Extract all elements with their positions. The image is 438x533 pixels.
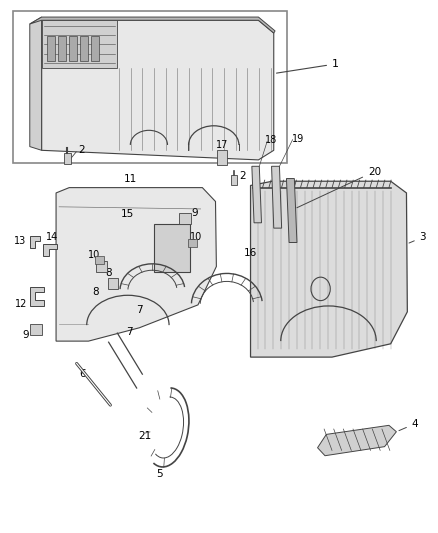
Bar xyxy=(95,256,104,264)
Bar xyxy=(64,153,71,164)
Text: 15: 15 xyxy=(121,209,134,219)
Text: 20: 20 xyxy=(297,167,381,208)
Bar xyxy=(58,36,66,61)
Text: 7: 7 xyxy=(136,305,143,315)
Bar xyxy=(13,11,287,163)
Polygon shape xyxy=(42,20,274,160)
Polygon shape xyxy=(251,181,407,357)
Bar xyxy=(96,261,107,272)
Polygon shape xyxy=(42,20,117,68)
Text: 18: 18 xyxy=(265,135,278,144)
Polygon shape xyxy=(56,188,216,341)
Text: 17: 17 xyxy=(216,140,228,150)
Bar xyxy=(188,239,197,247)
Polygon shape xyxy=(318,425,396,456)
Text: 9: 9 xyxy=(191,208,198,218)
Text: 2: 2 xyxy=(239,171,246,181)
Bar xyxy=(69,36,77,61)
Text: 10: 10 xyxy=(88,250,100,260)
Text: 19: 19 xyxy=(292,134,304,143)
Text: 8: 8 xyxy=(105,268,112,278)
Polygon shape xyxy=(272,166,282,228)
Polygon shape xyxy=(30,236,40,248)
Bar xyxy=(30,324,42,335)
Bar xyxy=(91,36,99,61)
Text: 21: 21 xyxy=(138,431,151,441)
Text: 13: 13 xyxy=(14,236,26,246)
Text: 9: 9 xyxy=(22,330,29,340)
Text: 10: 10 xyxy=(190,232,202,242)
Text: 14: 14 xyxy=(46,232,58,242)
Polygon shape xyxy=(30,17,275,33)
Text: 12: 12 xyxy=(15,299,27,309)
Polygon shape xyxy=(252,166,261,223)
Bar xyxy=(179,213,191,224)
Bar xyxy=(108,278,118,289)
Polygon shape xyxy=(286,179,297,243)
Text: 6: 6 xyxy=(79,369,86,379)
Text: 4: 4 xyxy=(399,419,418,431)
Text: 16: 16 xyxy=(244,248,257,258)
Bar xyxy=(154,224,190,272)
Text: 1: 1 xyxy=(276,59,339,73)
Text: 3: 3 xyxy=(409,232,426,243)
Text: 8: 8 xyxy=(92,287,99,297)
Text: 11: 11 xyxy=(124,174,137,183)
Text: 2: 2 xyxy=(78,146,85,155)
Polygon shape xyxy=(30,17,42,150)
Bar xyxy=(47,36,55,61)
Polygon shape xyxy=(30,287,44,306)
Polygon shape xyxy=(43,244,57,256)
Bar xyxy=(217,150,227,165)
Bar xyxy=(231,175,237,185)
Bar xyxy=(80,36,88,61)
Text: 5: 5 xyxy=(156,470,163,479)
Text: 7: 7 xyxy=(126,327,133,336)
